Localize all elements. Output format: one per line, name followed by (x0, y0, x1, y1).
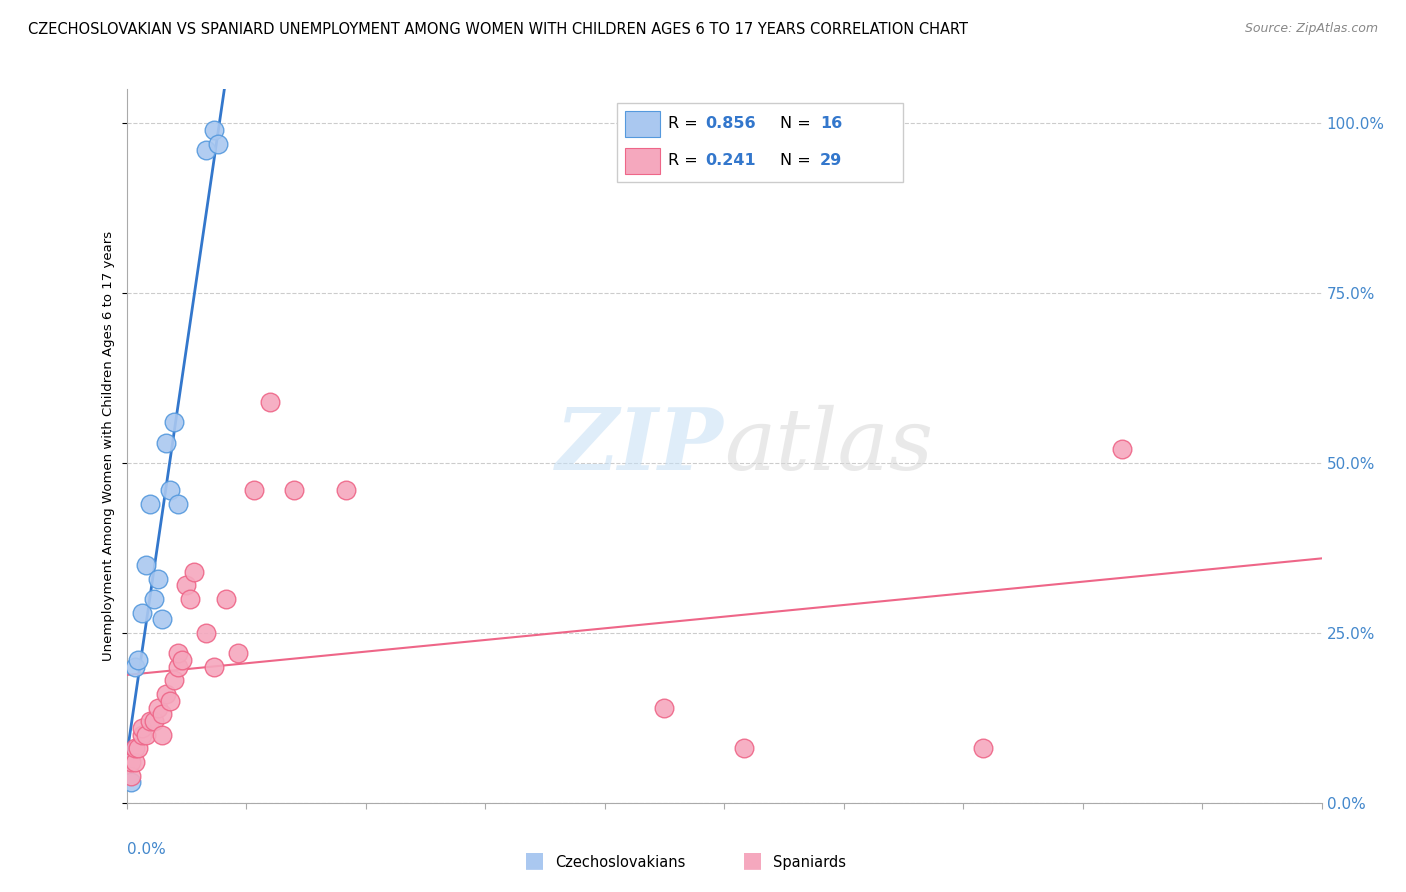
Point (127, 653, 149, 667)
Point (131, 721, 153, 735)
Point (202, 660, 225, 674)
Point (167, 646, 190, 660)
Point (195, 144, 218, 158)
Point (179, 591, 201, 606)
Point (159, 483, 181, 498)
Point (167, 497, 190, 511)
Point (283, 483, 305, 498)
Point (120, 755, 142, 769)
Point (226, 646, 249, 660)
Text: ■: ■ (524, 850, 544, 870)
Point (155, 435, 177, 450)
Point (131, 606, 153, 620)
Point (131, 728, 153, 742)
Point (120, 769, 142, 783)
Point (652, 700, 675, 714)
Text: Source: ZipAtlas.com: Source: ZipAtlas.com (1244, 22, 1378, 36)
Point (202, 123, 225, 137)
Point (207, 136, 229, 151)
Point (167, 660, 190, 674)
Point (135, 558, 157, 572)
Point (150, 707, 174, 722)
Point (139, 714, 162, 729)
Point (124, 741, 146, 756)
Text: ZIP: ZIP (557, 404, 724, 488)
Point (259, 394, 281, 409)
Point (124, 755, 146, 769)
Text: Spaniards: Spaniards (773, 855, 846, 870)
Point (733, 741, 755, 756)
Point (150, 728, 174, 742)
Point (163, 673, 186, 688)
Point (243, 483, 266, 498)
Point (215, 591, 238, 606)
Point (139, 497, 162, 511)
Point (148, 572, 170, 586)
Point (335, 483, 357, 498)
Point (172, 653, 194, 667)
Point (159, 694, 181, 708)
Point (155, 687, 177, 701)
Point (120, 775, 142, 789)
Point (148, 700, 170, 714)
Point (143, 591, 166, 606)
Point (163, 415, 186, 429)
Point (127, 741, 149, 756)
Point (183, 565, 205, 579)
Text: 0.0%: 0.0% (127, 842, 166, 857)
Point (124, 660, 146, 674)
Text: CZECHOSLOVAKIAN VS SPANIARD UNEMPLOYMENT AMONG WOMEN WITH CHILDREN AGES 6 TO 17 : CZECHOSLOVAKIAN VS SPANIARD UNEMPLOYMENT… (28, 22, 969, 37)
Text: Czechoslovakians: Czechoslovakians (555, 855, 686, 870)
Point (195, 626, 218, 640)
Point (174, 578, 197, 592)
Point (150, 612, 174, 626)
Text: atlas: atlas (724, 405, 934, 487)
Point (143, 714, 166, 729)
Y-axis label: Unemployment Among Women with Children Ages 6 to 17 years: Unemployment Among Women with Children A… (103, 231, 115, 661)
Point (135, 728, 157, 742)
Text: ■: ■ (742, 850, 762, 870)
Point (972, 741, 994, 756)
Point (1111, 442, 1133, 457)
